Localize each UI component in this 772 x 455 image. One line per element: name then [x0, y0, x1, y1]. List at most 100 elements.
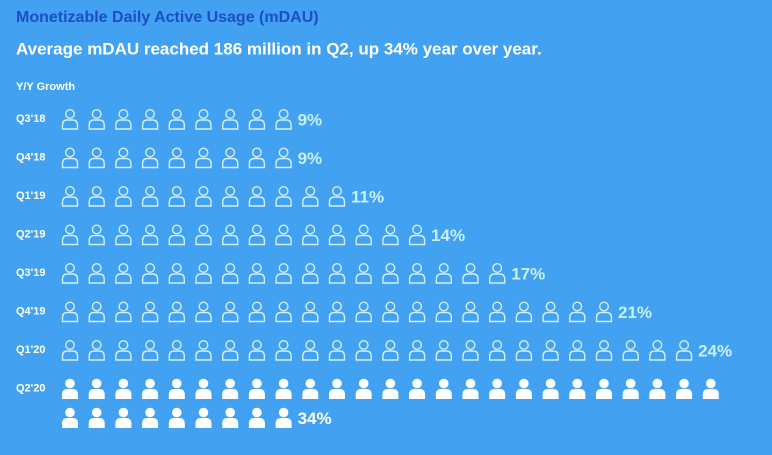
icon-head [91, 108, 102, 119]
icon-head [706, 378, 716, 389]
icon-body [435, 311, 452, 323]
person-icon [195, 185, 212, 207]
icon-body [222, 196, 239, 207]
icon-body [248, 157, 266, 169]
icon-body [222, 418, 239, 428]
icon-head [225, 108, 236, 119]
icon-head [64, 185, 75, 196]
icon-head [679, 340, 690, 351]
icon-body [61, 350, 79, 361]
icon-body [88, 234, 105, 246]
person-icon [435, 378, 452, 399]
icon-head [118, 185, 129, 196]
icon-head [278, 108, 289, 119]
icon-head [145, 263, 156, 274]
icon-head [118, 224, 129, 235]
icon-row [62, 378, 719, 428]
person-icon [88, 378, 105, 399]
icon-head [64, 301, 75, 312]
icon-head [439, 378, 449, 389]
icon-head [171, 185, 182, 196]
icon-head [385, 340, 396, 351]
icon-body [676, 389, 693, 399]
person-icon [355, 224, 372, 246]
icon-head [225, 340, 236, 351]
icon-head [652, 378, 663, 389]
person-icon [302, 378, 319, 399]
icon-head [278, 224, 289, 235]
person-icon [649, 340, 666, 361]
person-icon [115, 108, 132, 130]
value-label: 21% [618, 303, 652, 322]
icon-body [302, 350, 319, 361]
icon-body [275, 273, 292, 284]
icon-head [225, 185, 236, 196]
icon-body [88, 418, 105, 428]
icon-body [222, 350, 239, 361]
icon-head [518, 340, 529, 351]
icon-body [328, 196, 346, 207]
icon-body [489, 311, 506, 323]
icon-body [222, 273, 239, 284]
person-icon [409, 378, 426, 399]
icon-head [251, 340, 262, 351]
icon-head [305, 224, 316, 235]
icon-head [225, 263, 236, 274]
icon-head [358, 263, 369, 274]
icon-body [542, 389, 559, 399]
person-icon [248, 108, 266, 130]
icon-body [88, 273, 105, 284]
icon-head [358, 378, 369, 389]
icon-head [145, 147, 156, 158]
icon-body [195, 157, 212, 169]
icon-body [355, 273, 372, 284]
icon-head [358, 340, 369, 351]
icon-head [91, 407, 102, 418]
person-icon [115, 378, 132, 399]
icon-head [332, 224, 343, 235]
icon-head [278, 263, 289, 274]
icon-body [408, 350, 426, 361]
person-icon [115, 263, 132, 284]
icon-head [171, 340, 182, 351]
icon-body [515, 311, 533, 323]
icon-head [91, 147, 102, 158]
person-icon [168, 185, 185, 207]
icon-body [382, 311, 399, 323]
icon-head [492, 301, 503, 312]
icon-body [88, 311, 105, 323]
person-icon [141, 340, 159, 361]
person-icon [569, 340, 586, 361]
person-icon [275, 108, 292, 130]
icon-head [198, 185, 209, 196]
icon-body [302, 196, 319, 207]
icon-head [518, 301, 529, 312]
icon-body [462, 273, 479, 284]
icon-body [195, 389, 212, 399]
person-icon [596, 378, 612, 399]
icon-body [302, 273, 319, 284]
icon-head [225, 378, 235, 389]
icon-body [141, 350, 159, 361]
icon-body [569, 389, 586, 399]
person-icon [435, 301, 452, 323]
person-icon [115, 340, 132, 361]
icon-head [171, 108, 182, 119]
icon-head [91, 378, 102, 389]
icon-body [222, 234, 239, 246]
icon-head [145, 340, 156, 351]
icon-body [61, 157, 79, 169]
icon-head [118, 108, 129, 119]
person-icon [115, 407, 132, 428]
icon-body [622, 350, 639, 361]
icon-body [62, 389, 78, 399]
icon-head [545, 301, 556, 312]
person-icon [622, 340, 639, 361]
person-icon [302, 185, 319, 207]
icon-head [412, 301, 423, 312]
person-icon [141, 263, 159, 284]
person-icon [195, 224, 212, 246]
icon-head [358, 301, 369, 312]
icon-body [328, 273, 346, 284]
category-label: Q3'18 [16, 113, 46, 125]
